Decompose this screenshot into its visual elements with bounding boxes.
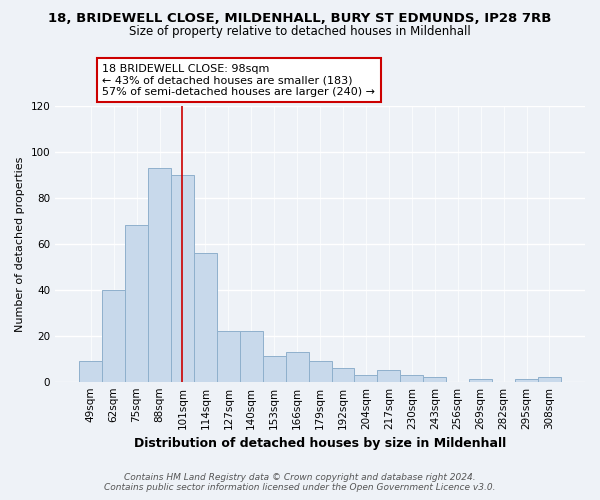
- X-axis label: Distribution of detached houses by size in Mildenhall: Distribution of detached houses by size …: [134, 437, 506, 450]
- Bar: [332, 368, 355, 382]
- Bar: [286, 352, 308, 382]
- Bar: [217, 331, 240, 382]
- Bar: [377, 370, 400, 382]
- Bar: [102, 290, 125, 382]
- Bar: [171, 175, 194, 382]
- Text: 18 BRIDEWELL CLOSE: 98sqm
← 43% of detached houses are smaller (183)
57% of semi: 18 BRIDEWELL CLOSE: 98sqm ← 43% of detac…: [102, 64, 375, 97]
- Bar: [194, 253, 217, 382]
- Bar: [308, 361, 332, 382]
- Bar: [263, 356, 286, 382]
- Bar: [355, 375, 377, 382]
- Bar: [125, 226, 148, 382]
- Text: Size of property relative to detached houses in Mildenhall: Size of property relative to detached ho…: [129, 25, 471, 38]
- Text: 18, BRIDEWELL CLOSE, MILDENHALL, BURY ST EDMUNDS, IP28 7RB: 18, BRIDEWELL CLOSE, MILDENHALL, BURY ST…: [49, 12, 551, 26]
- Bar: [240, 331, 263, 382]
- Bar: [400, 375, 423, 382]
- Bar: [148, 168, 171, 382]
- Bar: [423, 377, 446, 382]
- Bar: [515, 380, 538, 382]
- Bar: [469, 380, 492, 382]
- Text: Contains HM Land Registry data © Crown copyright and database right 2024.
Contai: Contains HM Land Registry data © Crown c…: [104, 473, 496, 492]
- Y-axis label: Number of detached properties: Number of detached properties: [15, 156, 25, 332]
- Bar: [538, 377, 561, 382]
- Bar: [79, 361, 102, 382]
